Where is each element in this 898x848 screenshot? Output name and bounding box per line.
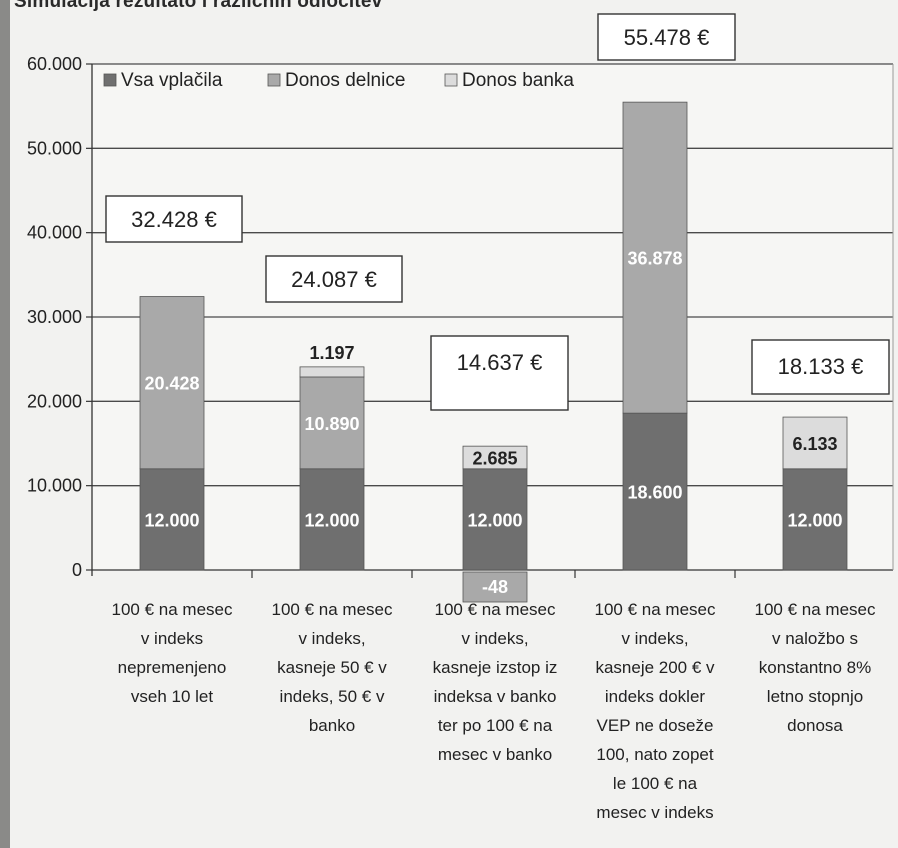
x-category-label-line: v indeks	[141, 629, 203, 648]
x-category-label-line: indeks dokler	[605, 687, 706, 706]
x-category-label-line: konstantno 8%	[759, 658, 871, 677]
data-label: 6.133	[792, 434, 837, 454]
legend-label: Donos banka	[462, 70, 574, 91]
x-category-label-line: indeksa v banko	[434, 687, 557, 706]
bar-segment	[462, 571, 528, 603]
bar-segment	[782, 468, 848, 571]
x-category-label-line: letno stopnjo	[767, 687, 863, 706]
data-label: 10.890	[304, 414, 359, 434]
x-category-label-line: v naložbo s	[772, 629, 858, 648]
data-label: 12.000	[304, 510, 359, 530]
total-label: 24.087 €	[291, 267, 377, 292]
bar-segment	[139, 296, 205, 470]
x-category-label: 100 € na mesec v indeks, kasneje 200 € v in…	[595, 600, 716, 822]
left-decor-bar	[0, 0, 10, 848]
data-label: 12.000	[467, 510, 522, 530]
x-category-label-line: 100 € na mesec	[272, 600, 393, 619]
y-tick-label: 50.000	[27, 138, 82, 158]
legend-swatch	[444, 73, 458, 87]
bar-segment	[462, 468, 528, 571]
y-tick-label: 20.000	[27, 391, 82, 411]
x-category-label-line: ter po 100 € na	[438, 716, 553, 735]
x-category-label-line: le 100 € na	[613, 774, 698, 793]
x-category-label-line: v indeks,	[461, 629, 528, 648]
y-tick-label: 10.000	[27, 476, 82, 496]
data-label: 18.600	[627, 483, 682, 503]
bar-segment	[462, 445, 528, 470]
data-label: 12.000	[144, 510, 199, 530]
legend-label: Donos delnice	[285, 70, 405, 91]
x-category-label: 100 € na mesec v naložbo s konstantno 8% le…	[755, 600, 876, 735]
y-tick-label: 0	[72, 560, 82, 580]
total-label: 32.428 €	[131, 207, 217, 232]
x-category-label-line: kasneje 200 € v	[595, 658, 715, 677]
y-tick-label: 60.000	[27, 54, 82, 74]
total-label: 55.478 €	[624, 25, 710, 50]
y-tick-label: 40.000	[27, 223, 82, 243]
x-category-label-line: mesec v indeks	[596, 803, 713, 822]
x-category-label-line: kasneje 50 € v	[277, 658, 387, 677]
bar-segment	[299, 468, 365, 571]
x-category-label-line: 100, nato zopet	[596, 745, 713, 764]
x-category-label-line: donosa	[787, 716, 843, 735]
total-box	[597, 13, 736, 61]
total-box	[105, 195, 243, 243]
data-label: -48	[482, 577, 508, 597]
x-category-label-line: 100 € na mesec	[595, 600, 716, 619]
legend-label: Vsa vplačila	[121, 70, 223, 91]
x-category-label: 100 € na mesec v indeks, kasneje 50 € v ind…	[272, 600, 393, 735]
chart-title-cut: Simulacija rezultato i razlicnih odlocit…	[14, 0, 383, 12]
bar-segment	[622, 101, 688, 414]
x-category-label: 100 € na mesec v indeks nepremenjeno vseh 1…	[112, 600, 233, 706]
x-category-label: 100 € na mesec v indeks, kasneje izstop iz…	[433, 600, 558, 764]
legend-swatch	[103, 73, 117, 87]
x-category-label-line: indeks, 50 € v	[280, 687, 385, 706]
total-box	[751, 339, 890, 395]
x-category-label-line: nepremenjeno	[118, 658, 227, 677]
x-category-label-line: 100 € na mesec	[435, 600, 556, 619]
x-category-label-line: 100 € na mesec	[112, 600, 233, 619]
y-tick-label: 30.000	[27, 307, 82, 327]
legend-swatch	[267, 73, 281, 87]
bar-segment	[299, 366, 365, 378]
total-label: 14.637 €	[457, 350, 543, 375]
data-label: 20.428	[144, 374, 199, 394]
data-label: 36.878	[627, 249, 682, 269]
x-category-label-line: vseh 10 let	[131, 687, 213, 706]
bar-segment	[299, 376, 365, 470]
data-label: 12.000	[787, 510, 842, 530]
x-category-label-line: kasneje izstop iz	[433, 658, 558, 677]
bar-segment	[622, 412, 688, 571]
x-category-label-line: VEP ne doseže	[597, 716, 714, 735]
data-label: 2.685	[472, 448, 517, 468]
data-label: 1.197	[309, 343, 354, 363]
total-box	[430, 335, 569, 411]
total-label: 18.133 €	[778, 354, 864, 379]
total-box	[265, 255, 403, 303]
x-category-label-line: 100 € na mesec	[755, 600, 876, 619]
x-category-label-line: banko	[309, 716, 355, 735]
x-category-label-line: mesec v banko	[438, 745, 552, 764]
x-category-label-line: v indeks,	[621, 629, 688, 648]
bar-segment	[782, 416, 848, 470]
x-category-label-line: v indeks,	[298, 629, 365, 648]
